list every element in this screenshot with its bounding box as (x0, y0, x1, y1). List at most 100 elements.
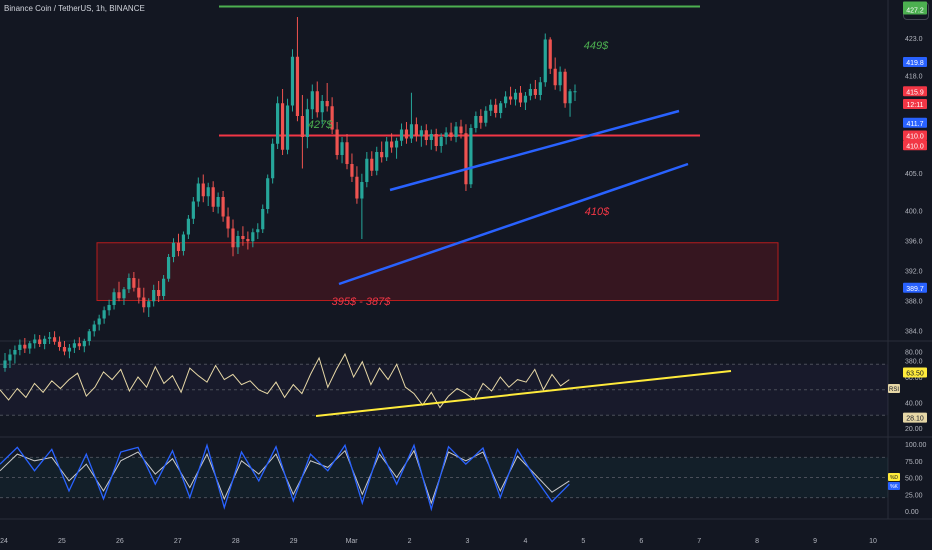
price-tick-label: 400.0 (905, 209, 923, 216)
candle-body (528, 89, 532, 96)
stoch-d-tag: %D (890, 475, 898, 481)
candle-body (469, 128, 473, 185)
time-tick-label: 4 (523, 538, 527, 545)
stoch-k-line (0, 443, 570, 512)
candle-body (365, 158, 369, 182)
candle-body (152, 290, 156, 302)
candle-body (271, 143, 275, 179)
rsi-tag-bg (888, 384, 900, 393)
price-tick-label: 384.0 (905, 329, 923, 336)
stoch-tick-label: 0.00 (905, 509, 919, 516)
candle-body (320, 101, 324, 113)
candle-body (18, 344, 22, 350)
candle-body (459, 126, 463, 134)
stoch-tick-label: 50.00 (905, 476, 923, 483)
candle-body (231, 228, 235, 248)
time-tick-label: 5 (581, 538, 585, 545)
candle-body (97, 318, 101, 325)
price-axis-label: 410.0 (906, 143, 924, 150)
price-tick-label: 388.0 (905, 299, 923, 306)
rsi-axis-label-bg (903, 412, 927, 423)
demand-zone (96, 242, 779, 301)
candle-body (77, 343, 81, 347)
candle-body (127, 278, 131, 290)
candle-body (489, 104, 493, 111)
candle-body (394, 140, 399, 148)
candle-body (350, 164, 354, 177)
candle-body (404, 129, 409, 139)
candle-body (107, 305, 111, 311)
price-axis-label: 419.8 (906, 60, 924, 67)
candle-body (176, 242, 181, 251)
rsi-axis-label: 28.10 (906, 416, 924, 423)
candle-body (112, 292, 116, 305)
candle-body (414, 124, 418, 137)
candle-body (181, 234, 186, 251)
time-tick-label: 9 (813, 538, 817, 545)
candle-body (504, 96, 508, 104)
stoch-k-tag: %K (890, 484, 898, 490)
candle-body (553, 68, 557, 86)
time-tick-label: 29 (290, 538, 298, 545)
candle-body (325, 101, 329, 107)
price-axis-label: 389.7 (906, 286, 924, 293)
candle-body (3, 360, 7, 368)
price-axis-label-bg (903, 282, 927, 293)
candle-body (464, 133, 468, 185)
annotation-410: 410$ (585, 206, 610, 218)
candle-body (33, 339, 37, 344)
price-tick-label: 396.0 (905, 239, 923, 246)
candle-body (523, 95, 528, 103)
price-axis-label-bg (903, 86, 927, 97)
candle-body (241, 236, 245, 239)
price-axis-label-bg (903, 130, 927, 141)
chart-title: Binance Coin / TetherUS, 1h, BINANCE (4, 4, 145, 13)
candle-body (43, 338, 47, 344)
time-tick-label: 6 (639, 538, 643, 545)
price-tick-label: 405.0 (905, 171, 923, 178)
rsi-line (0, 352, 570, 409)
candle-body (419, 130, 423, 137)
candle-body (390, 141, 394, 148)
candle-body (439, 137, 443, 146)
candle-body (251, 232, 255, 242)
candle-body (117, 292, 121, 299)
candle-body (494, 104, 498, 113)
price-axis-label: 410.0 (906, 134, 924, 141)
candle-body (499, 103, 503, 113)
candle-body (157, 290, 161, 296)
stoch-k-tag-bg (888, 482, 900, 490)
candle-body (474, 116, 478, 128)
candle-body (38, 339, 42, 344)
candle-body (52, 337, 57, 342)
candle-body (310, 91, 314, 110)
candle-body (424, 130, 428, 140)
channel-upper-line (389, 109, 680, 192)
candle-body (375, 152, 379, 171)
price-axis-label-bg (903, 140, 927, 151)
candle-body (508, 96, 513, 100)
candle-body (82, 341, 86, 347)
candle-body (295, 56, 300, 116)
candle-body (256, 229, 260, 233)
candle-body (330, 106, 334, 130)
candle-body (196, 183, 200, 202)
candle-body (513, 92, 518, 100)
time-tick-label: 2 (408, 538, 412, 545)
candle-body (23, 344, 27, 349)
candle-body (166, 257, 171, 279)
time-tick-label: 7 (697, 538, 701, 545)
candle-body (13, 350, 17, 355)
rsi-tick-label: 60.00 (905, 375, 923, 382)
price-axis-label-bg (903, 99, 927, 109)
candle-body (355, 176, 359, 199)
time-tick-label: Mar (346, 538, 359, 545)
candle-body (276, 103, 280, 144)
price-axis-label: 411.7 (907, 121, 924, 128)
candle-body (186, 218, 190, 235)
candle-body (87, 331, 91, 341)
candle-body (226, 216, 230, 229)
candle-body (137, 287, 141, 298)
candle-body (360, 182, 364, 199)
